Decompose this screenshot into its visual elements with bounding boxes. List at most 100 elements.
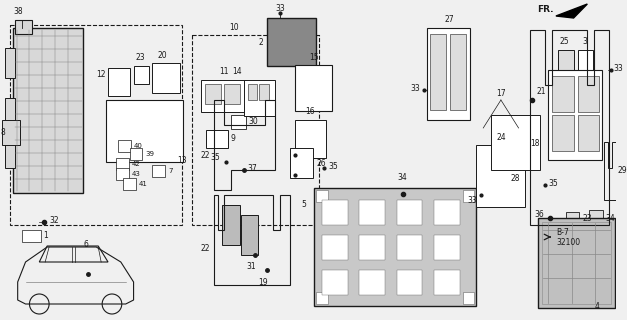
Bar — [205, 84, 221, 104]
Bar — [491, 115, 540, 170]
Text: 33: 33 — [275, 4, 285, 13]
Bar — [463, 292, 475, 304]
Text: 18: 18 — [530, 139, 540, 148]
Text: 17: 17 — [496, 89, 506, 98]
Bar — [397, 270, 423, 295]
Bar — [542, 222, 611, 304]
Bar — [260, 84, 269, 100]
Bar — [314, 188, 477, 306]
Bar — [206, 130, 228, 148]
Bar — [5, 98, 14, 128]
Bar — [397, 235, 423, 260]
Text: 1: 1 — [43, 230, 48, 239]
Text: 39: 39 — [145, 151, 154, 157]
Text: 2: 2 — [258, 37, 263, 46]
Bar — [316, 190, 328, 202]
Text: 33: 33 — [468, 196, 477, 204]
Text: 14: 14 — [232, 67, 241, 76]
Text: 32100: 32100 — [556, 237, 580, 246]
Bar — [5, 138, 14, 168]
Text: 4: 4 — [594, 302, 599, 311]
Bar — [152, 165, 165, 177]
Bar — [548, 70, 602, 160]
Text: 30: 30 — [248, 116, 258, 125]
Bar — [552, 76, 574, 112]
Text: 28: 28 — [511, 174, 520, 183]
Bar — [316, 292, 328, 304]
Bar — [201, 80, 246, 112]
Text: 26: 26 — [316, 158, 326, 167]
Text: 19: 19 — [258, 278, 268, 287]
Bar — [222, 205, 240, 245]
Bar — [322, 200, 348, 225]
Bar — [430, 34, 446, 110]
Text: 36: 36 — [534, 210, 544, 219]
Text: 32: 32 — [49, 215, 59, 225]
Text: 24: 24 — [496, 133, 506, 142]
Text: 20: 20 — [157, 51, 167, 60]
Bar — [463, 190, 475, 202]
Bar — [106, 100, 182, 162]
Bar — [577, 50, 593, 70]
Bar — [108, 68, 130, 96]
Bar — [566, 212, 579, 230]
Bar — [130, 148, 142, 160]
Bar — [134, 66, 149, 84]
Text: 13: 13 — [177, 156, 187, 165]
Bar — [496, 125, 527, 163]
Text: 12: 12 — [97, 69, 106, 78]
Text: 22: 22 — [201, 150, 210, 159]
Text: 35: 35 — [328, 162, 338, 171]
Bar — [267, 18, 316, 66]
Text: 42: 42 — [132, 161, 140, 167]
Text: 9: 9 — [231, 133, 236, 142]
Bar — [10, 25, 182, 225]
Text: 11: 11 — [219, 67, 229, 76]
Text: 5: 5 — [302, 200, 307, 209]
Bar — [123, 178, 135, 190]
Text: 7: 7 — [168, 168, 172, 174]
Bar — [397, 200, 423, 225]
Text: 35: 35 — [548, 179, 558, 188]
Text: 40: 40 — [134, 143, 142, 149]
Text: 10: 10 — [229, 23, 238, 32]
Text: 34: 34 — [398, 173, 408, 182]
Text: 29: 29 — [618, 165, 627, 174]
Text: 34: 34 — [605, 213, 614, 222]
Bar — [243, 80, 275, 116]
Bar — [295, 120, 326, 158]
Bar — [359, 270, 385, 295]
Text: 35: 35 — [210, 153, 220, 162]
Bar — [434, 235, 460, 260]
Bar — [116, 158, 129, 170]
Bar — [359, 235, 385, 260]
Text: 41: 41 — [139, 181, 147, 187]
Bar — [21, 230, 41, 242]
Text: 31: 31 — [246, 262, 256, 271]
Bar — [450, 34, 466, 110]
Text: B-7: B-7 — [556, 228, 569, 236]
Bar — [13, 28, 83, 193]
Bar — [322, 270, 348, 295]
Text: 38: 38 — [14, 7, 23, 16]
Text: 27: 27 — [444, 15, 454, 24]
Bar — [322, 235, 348, 260]
Polygon shape — [556, 4, 587, 18]
Bar — [477, 145, 525, 207]
Bar — [577, 115, 599, 151]
Bar — [538, 218, 615, 308]
Text: 8: 8 — [1, 127, 6, 137]
Text: 23: 23 — [135, 53, 145, 62]
Text: 6: 6 — [84, 240, 89, 249]
Bar — [152, 63, 180, 93]
Bar — [241, 215, 258, 255]
Text: 37: 37 — [248, 164, 257, 172]
Text: 23: 23 — [582, 213, 592, 222]
Text: 43: 43 — [132, 171, 140, 177]
Bar — [558, 50, 574, 70]
Text: 33: 33 — [614, 63, 624, 73]
Bar — [589, 210, 603, 228]
Bar — [295, 65, 332, 111]
Bar — [5, 48, 14, 78]
Bar — [577, 76, 599, 112]
